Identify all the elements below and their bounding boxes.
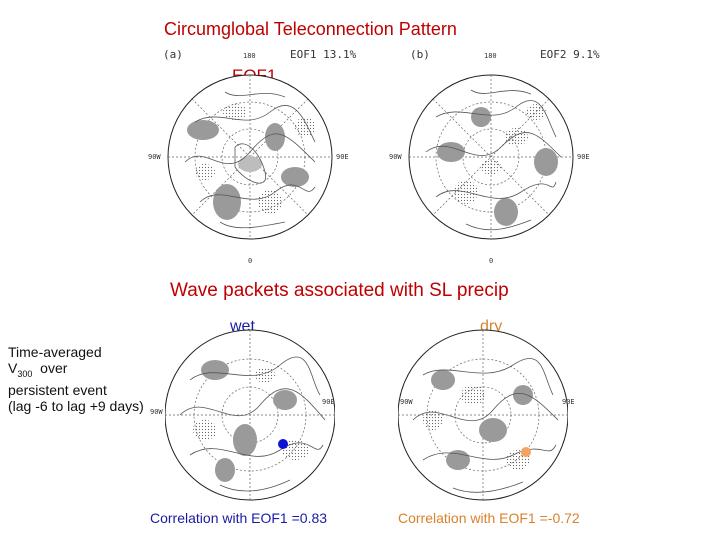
side-note-line-2: V300 over: [8, 360, 68, 379]
side-note-line-1: Time-averaged: [8, 344, 102, 360]
wave-packets-title: Wave packets associated with SL precip: [170, 280, 509, 301]
wet-lon-right: 90E: [322, 398, 335, 406]
panel-b-lon-top: 180: [484, 52, 497, 60]
side-note: Time-averaged V300 over persistent event…: [8, 344, 168, 414]
dry-lon-left: 90W: [400, 398, 413, 406]
panel-b-lon-left: 90W: [389, 153, 402, 161]
dry-corr-prefix: Correlation with: [398, 510, 496, 526]
panel-b-caption: EOF2 9.1%: [540, 48, 600, 61]
wet-corr-value: =0.83: [291, 510, 328, 526]
polar-map-wet: [165, 329, 335, 501]
wet-corr-prefix: Correlation with: [150, 510, 248, 526]
panel-b-lon-bottom: 0: [489, 257, 494, 265]
panel-b-tag: (b): [410, 48, 430, 61]
panel-a-lon-right: 90E: [336, 153, 349, 161]
panel-b-lon-right: 90E: [577, 153, 590, 161]
polar-map-eof2: [408, 74, 574, 240]
wet-correlation: Correlation with EOF1 =0.83: [150, 510, 327, 526]
panel-a-lon-bottom: 0: [248, 257, 253, 265]
page-title: Circumglobal Teleconnection Pattern: [164, 19, 457, 39]
panel-a-lon-top: 180: [243, 52, 256, 60]
dry-corr-eof: EOF1: [499, 510, 536, 526]
side-note-line-4: (lag -6 to lag +9 days): [8, 397, 144, 414]
panel-a-tag: (a): [163, 48, 183, 61]
dry-corr-value: =-0.72: [539, 510, 580, 526]
panel-a-caption: EOF1 13.1%: [290, 48, 357, 61]
dry-lon-right: 90E: [562, 398, 575, 406]
wet-lon-left: 90W: [150, 408, 163, 416]
polar-map-dry: [398, 329, 568, 501]
dry-correlation: Correlation with EOF1 =-0.72: [398, 510, 580, 526]
panel-a-lon-left: 90W: [148, 153, 161, 161]
side-note-line-3: persistent event: [8, 381, 107, 398]
wet-corr-eof: EOF1: [251, 510, 288, 526]
polar-map-eof1: [167, 74, 333, 240]
